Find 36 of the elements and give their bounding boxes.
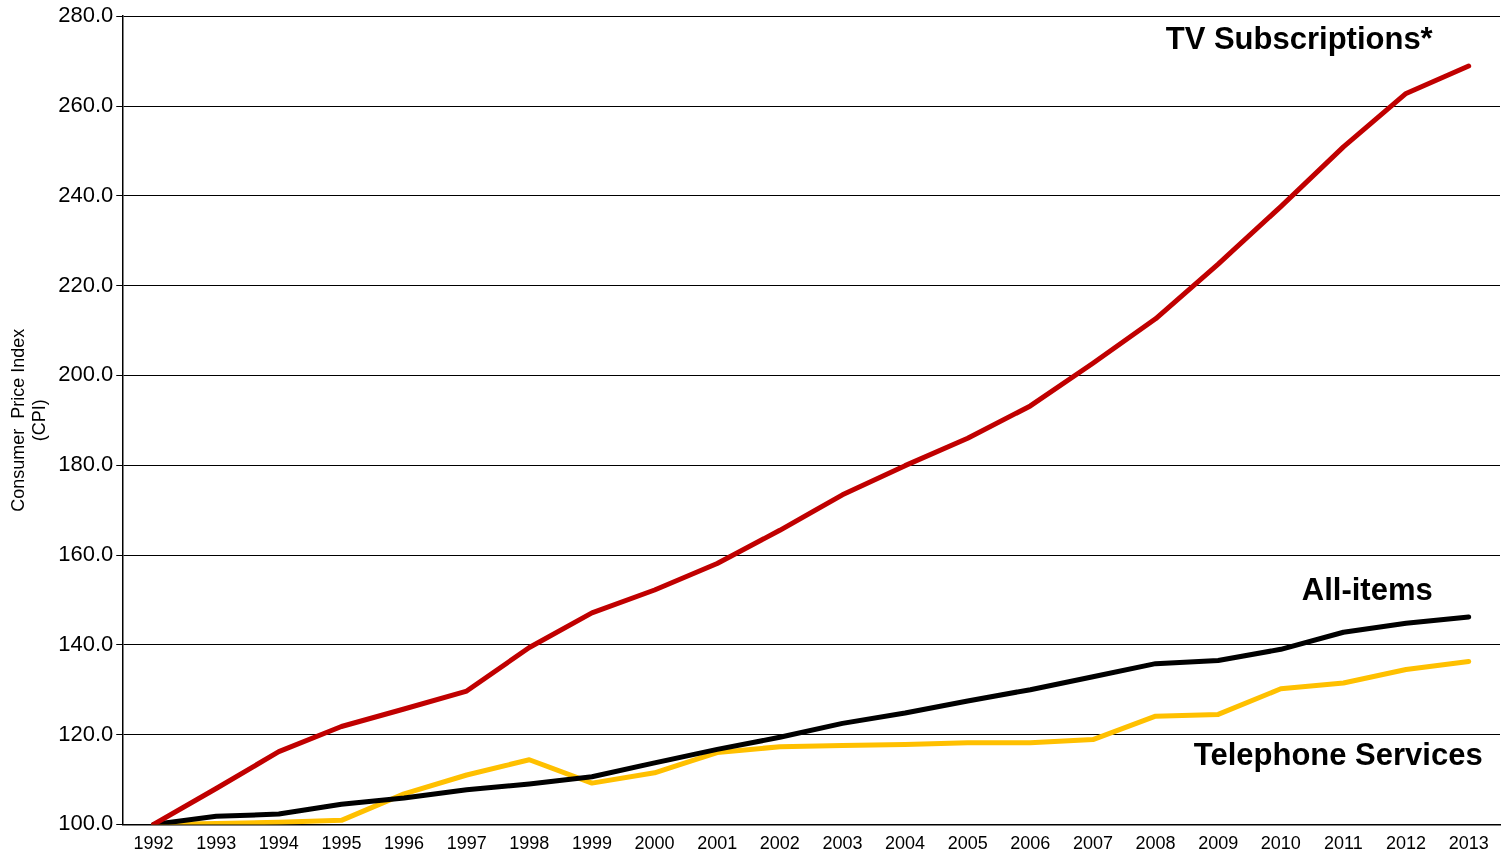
x-tick-label: 1997 [446, 833, 487, 854]
x-tick-label: 2004 [885, 833, 926, 854]
series-label: All-items [1301, 572, 1433, 608]
series-label: Telephone Services [1193, 737, 1483, 773]
x-tick-label: 2008 [1135, 833, 1176, 854]
x-tick-label: 1999 [571, 833, 612, 854]
x-tick-label: 2003 [822, 833, 863, 854]
y-tick-label: 180.0 [58, 451, 114, 477]
x-tick-label: 2000 [634, 833, 675, 854]
x-tick-label: 1996 [384, 833, 425, 854]
y-tick-label: 260.0 [58, 92, 114, 118]
x-tick-label: 1992 [133, 833, 174, 854]
series-label: TV Subscriptions* [1165, 21, 1434, 57]
x-tick-label: 2012 [1386, 833, 1427, 854]
x-tick-label: 1994 [258, 833, 299, 854]
y-tick-label: 140.0 [58, 630, 114, 656]
y-tick-label: 160.0 [58, 541, 114, 567]
y-tick-label: 200.0 [58, 361, 114, 387]
y-tick-label: 120.0 [58, 720, 114, 746]
y-axis-title: Consumer Price Index (CPI) [7, 328, 50, 512]
x-tick-label: 2006 [1010, 833, 1051, 854]
y-tick-label: 100.0 [58, 810, 114, 836]
y-tick-label: 280.0 [58, 2, 114, 28]
x-tick-label: 2005 [947, 833, 988, 854]
x-tick-label: 2009 [1198, 833, 1239, 854]
x-tick-label: 2002 [759, 833, 800, 854]
x-tick-label: 1995 [321, 833, 362, 854]
y-tick-label: 240.0 [58, 181, 114, 207]
x-tick-label: 1998 [509, 833, 550, 854]
x-tick-label: 2010 [1260, 833, 1301, 854]
x-tick-label: 2007 [1072, 833, 1113, 854]
x-tick-label: 1993 [196, 833, 237, 854]
x-tick-label: 2013 [1448, 833, 1489, 854]
x-tick-label: 2011 [1324, 833, 1363, 854]
x-tick-label: 2001 [697, 833, 738, 854]
y-tick-label: 220.0 [58, 271, 114, 297]
